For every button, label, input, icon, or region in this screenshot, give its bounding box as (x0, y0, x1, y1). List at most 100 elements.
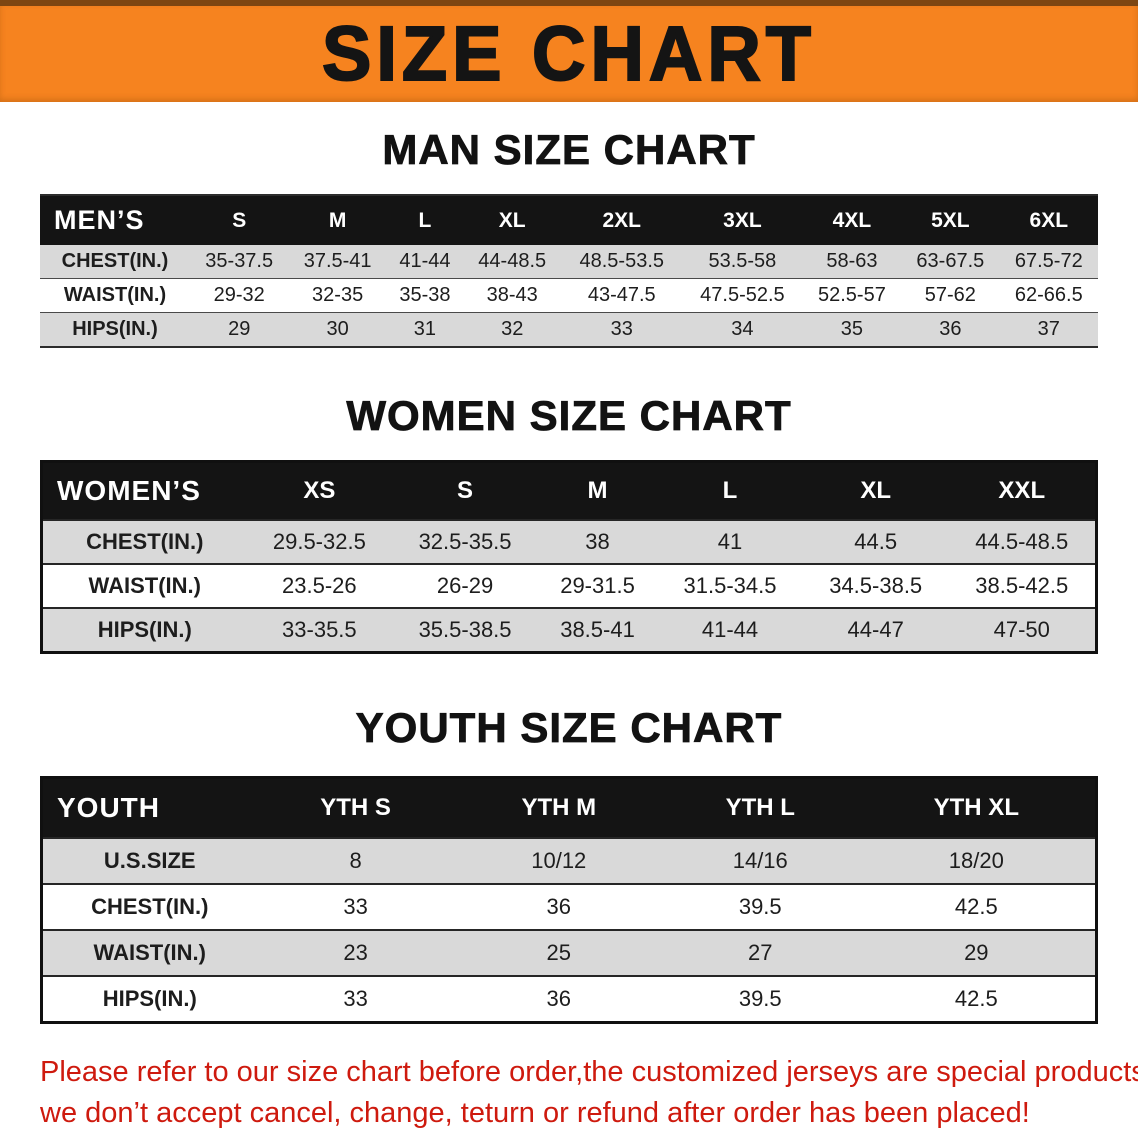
size-value-cell: 10/12 (531, 848, 587, 873)
size-value-cell: 29 (964, 940, 989, 965)
size-value-cell: 44-47 (847, 617, 904, 642)
size-value-cell: 38.5-42.5 (975, 573, 1069, 598)
header-row: YOUTH YTH S YTH M YTH L YTH XL (41, 777, 1097, 838)
header-row: WOMEN’S XS S M L XL XXL (41, 461, 1097, 520)
size-value-cell: 36 (546, 894, 572, 919)
table-row: U.S.SIZE 8 10/12 14/16 18/20 (41, 838, 1097, 884)
size-value-cell: 47-50 (993, 617, 1050, 642)
size-value-cell: 67.5-72 (1014, 250, 1083, 272)
size-value-cell: 36 (546, 986, 572, 1011)
size-value-cell: 35.5-38.5 (418, 617, 512, 642)
size-value-cell: 35-38 (399, 284, 451, 306)
disclaimer-line-1: Please refer to our size chart before or… (40, 1056, 1138, 1088)
size-header-cell: XS (246, 461, 393, 520)
size-header-cell: YTH L (662, 777, 858, 838)
size-value-cell: 38-43 (486, 284, 538, 306)
size-value-cell: 37 (1037, 318, 1060, 340)
women-section: WOMEN SIZE CHART WOMEN’S XS S M L XL XXL CHEST(… (0, 392, 1138, 654)
row-label-cell: HIPS(IN.) (97, 617, 192, 642)
size-value-cell: 43-47.5 (587, 284, 656, 306)
size-header-cell: M (288, 195, 387, 245)
youth-size-table: YOUTH YTH S YTH M YTH L YTH XL U.S.SIZE 8 10/12… (40, 776, 1098, 1024)
size-value-cell: 33 (343, 986, 368, 1011)
row-label-cell: CHEST(IN.) (86, 529, 204, 554)
size-value-cell: 33-35.5 (282, 617, 357, 642)
row-label-cell: HIPS(IN.) (72, 318, 158, 340)
size-value-cell: 32.5-35.5 (418, 529, 512, 554)
size-value-cell: 47.5-52.5 (700, 284, 785, 306)
size-header-cell: YTH S (256, 777, 455, 838)
size-value-cell: 38 (585, 529, 610, 554)
size-value-cell: 39.5 (738, 986, 782, 1011)
disclaimer-line-2: we don’t accept cancel, change, teturn o… (40, 1097, 1030, 1130)
size-value-cell: 29.5-32.5 (272, 529, 366, 554)
size-value-cell: 52.5-57 (818, 284, 886, 306)
size-value-cell: 36 (939, 318, 962, 340)
row-label-cell: WAIST(IN.) (88, 573, 201, 598)
size-value-cell: 37.5-41 (303, 250, 372, 272)
size-value-cell: 42.5 (954, 894, 998, 919)
row-label-cell: WAIST(IN.) (63, 284, 167, 306)
table-row: CHEST(IN.) 35-37.5 37.5-41 41-44 44-48.5 48.5… (40, 245, 1098, 279)
table-row: HIPS(IN.) 29 30 31 32 33 34 35 36 37 (40, 312, 1098, 347)
row-label-cell: HIPS(IN.) (102, 986, 197, 1011)
size-header-cell: YTH M (454, 777, 663, 838)
men-size-table: MEN’S S M L XL 2XL 3XL 4XL 5XL 6XL CHEST(IN.) 35-37… (40, 194, 1098, 348)
size-value-cell: 41 (717, 529, 743, 554)
size-value-cell: 25 (546, 940, 572, 965)
size-value-cell: 18/20 (948, 848, 1004, 873)
size-value-cell: 29-31.5 (560, 573, 635, 598)
size-value-cell: 33 (610, 318, 633, 340)
youth-section-heading: YOUTH SIZE CHART (355, 704, 783, 752)
size-value-cell: 23.5-26 (282, 573, 357, 598)
header-row: MEN’S S M L XL 2XL 3XL 4XL 5XL 6XL (40, 195, 1098, 245)
table-title-cell: YOUTH (41, 777, 257, 838)
size-header-cell: 2XL (561, 195, 683, 245)
banner: SIZE CHART (0, 0, 1138, 102)
women-size-table: WOMEN’S XS S M L XL XXL CHEST(IN.) 29.5-32.5 32.5… (40, 460, 1098, 654)
size-header-cell: XL (463, 195, 562, 245)
size-value-cell: 44-48.5 (478, 250, 547, 272)
size-value-cell: 41-44 (701, 617, 759, 642)
page-title: SIZE CHART (321, 10, 816, 97)
size-value-cell: 34.5-38.5 (829, 573, 923, 598)
row-label-cell: U.S.SIZE (103, 848, 196, 873)
size-value-cell: 35-37.5 (205, 250, 274, 272)
size-value-cell: 32-35 (312, 284, 364, 306)
size-value-cell: 34 (731, 318, 754, 340)
size-header-cell: 5XL (901, 195, 1000, 245)
size-value-cell: 42.5 (954, 986, 998, 1011)
size-value-cell: 63-67.5 (916, 250, 985, 272)
size-header-cell: M (537, 461, 658, 520)
size-header-cell: XL (802, 461, 949, 520)
table-row: HIPS(IN.) 33-35.5 35.5-38.5 38.5-41 41-44 44-… (41, 608, 1097, 653)
row-label-cell: CHEST(IN.) (61, 250, 169, 272)
size-header-cell: 3XL (682, 195, 803, 245)
table-title-cell: WOMEN’S (41, 461, 247, 520)
size-value-cell: 38.5-41 (560, 617, 635, 642)
size-header-cell: 6XL (999, 195, 1098, 245)
size-header-cell: L (657, 461, 803, 520)
size-header-cell: S (190, 195, 289, 245)
size-header-cell: S (392, 461, 538, 520)
size-value-cell: 26-29 (436, 573, 494, 598)
size-value-cell: 30 (326, 318, 349, 340)
table-row: WAIST(IN.) 23.5-26 26-29 29-31.5 31.5-34.5 34… (41, 564, 1097, 608)
size-header-cell: L (386, 195, 464, 245)
size-value-cell: 27 (748, 940, 773, 965)
table-title-cell: MEN’S (40, 195, 190, 245)
size-value-cell: 29 (228, 318, 251, 340)
size-value-cell: 32 (501, 318, 524, 340)
table-row: CHEST(IN.) 29.5-32.5 32.5-35.5 38 41 44.5 44.5… (41, 520, 1097, 564)
size-value-cell: 53.5-58 (708, 250, 777, 272)
women-section-heading: WOMEN SIZE CHART (346, 392, 792, 440)
size-value-cell: 48.5-53.5 (579, 250, 665, 272)
size-header-cell: YTH XL (857, 777, 1097, 838)
size-value-cell: 14/16 (732, 848, 788, 873)
table-row: WAIST(IN.) 29-32 32-35 35-38 38-43 43-47.5 47.… (40, 279, 1098, 313)
size-header-cell: XXL (948, 461, 1097, 520)
men-section: MAN SIZE CHART MEN’S S M L XL 2XL 3XL 4XL 5XL 6XL… (0, 126, 1138, 348)
table-row: HIPS(IN.) 33 36 39.5 42.5 (41, 976, 1097, 1023)
table-row: CHEST(IN.) 33 36 39.5 42.5 (41, 884, 1097, 930)
